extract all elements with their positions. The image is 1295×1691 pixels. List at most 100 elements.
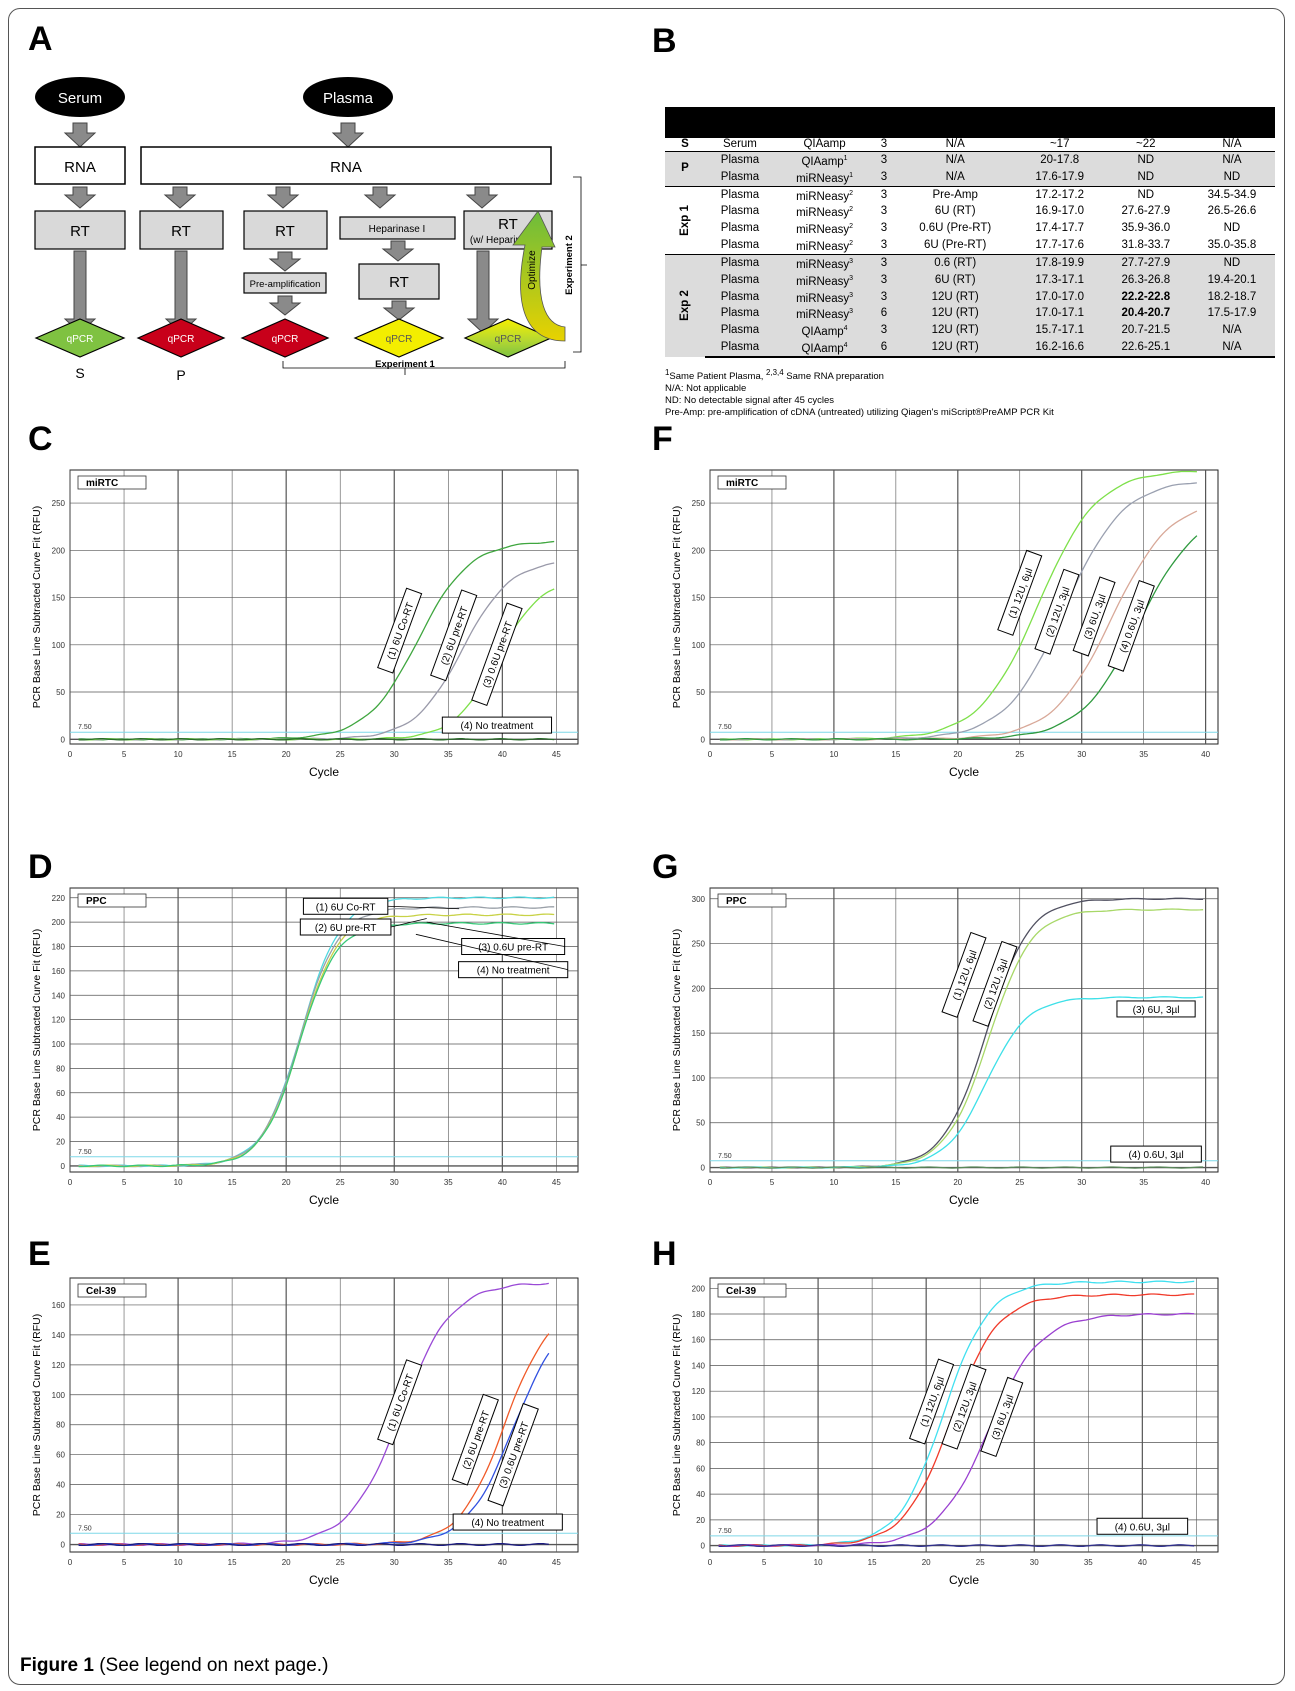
experiment1-bracket xyxy=(282,361,566,369)
rt-label-5: RT xyxy=(498,216,518,233)
table-row: Plasma miRNeasy1 3 N/A 17.6-17.9 ND ND xyxy=(665,168,1275,187)
chart-title-box xyxy=(77,1283,147,1298)
chart-title: PPC xyxy=(726,896,747,907)
arrow-group-low xyxy=(268,295,416,321)
x-tick-label: 10 xyxy=(829,1178,838,1187)
note-3: ND: No detectable signal after 45 cycles xyxy=(665,395,834,407)
table-cell: 22.6-25.1 xyxy=(1102,339,1189,358)
y-tick-label: 250 xyxy=(692,499,706,508)
table-cell: ND xyxy=(1188,253,1275,272)
table-cell: 20.4-20.7 xyxy=(1102,305,1189,323)
table-cell: N/A xyxy=(1188,339,1275,358)
optimize-arrow-icon xyxy=(512,210,566,342)
x-tick-label: 45 xyxy=(1192,1558,1201,1567)
table-cell: 26.5-26.6 xyxy=(1207,205,1257,218)
y-tick-label: 100 xyxy=(52,1391,66,1400)
x-tick-label: 10 xyxy=(814,1558,823,1567)
table-row: Plasma miRNeasy3 3 6U (RT) 17.3-17.1 26.3-26.… xyxy=(665,271,1275,289)
y-tick-label: 200 xyxy=(692,984,706,993)
x-tick-label: 10 xyxy=(174,750,183,759)
x-tick-label: 15 xyxy=(868,1558,877,1567)
y-tick-label: 150 xyxy=(692,1029,706,1038)
label-pointer xyxy=(415,933,568,971)
x-tick-label: 0 xyxy=(68,1558,73,1567)
x-tick-label: 10 xyxy=(174,1558,183,1567)
chart-title-box xyxy=(717,475,787,490)
table-cell: 31.8-33.7 xyxy=(1121,239,1171,252)
experiment2-bracket xyxy=(573,176,587,353)
down-arrow-icon xyxy=(363,186,397,209)
x-tick-label: 45 xyxy=(552,1558,561,1567)
x-tick-label: 25 xyxy=(336,750,345,759)
x-tick-label: 40 xyxy=(1138,1558,1147,1567)
serum-source: Serum xyxy=(35,77,125,117)
table-row: Plasma miRNeasy2 3 6U (Pre-RT) 17.7-17.6 31.8… xyxy=(665,237,1275,254)
plasma-source: Plasma xyxy=(303,77,393,117)
y-tick-label: 80 xyxy=(696,1439,705,1448)
y-tick-label: 100 xyxy=(692,641,706,650)
y-tick-label: 40 xyxy=(696,1490,705,1499)
table-cell: 3 xyxy=(874,137,894,152)
table-cell: 27.7-27.9 xyxy=(1102,253,1189,272)
chart-h-cel39: 0 5 10 15 20 25 30 35 40 45 0 20 40 60 80 100 120 140 160 1… xyxy=(668,1270,1228,1590)
y-tick-label: 0 xyxy=(61,1541,66,1550)
y-tick-label: 80 xyxy=(56,1421,65,1430)
x-axis-label: Cycle xyxy=(949,1193,979,1207)
arrow-group-top xyxy=(63,122,365,148)
series-line-3 xyxy=(78,1352,550,1547)
qpcr-label-1: qPCR xyxy=(67,334,94,345)
arrow-group-rna xyxy=(63,186,499,209)
y-axis-label: PCR Base Line Subtracted Curve Fit (RFU) xyxy=(671,929,683,1131)
chart-svg: 0 5 10 15 20 25 30 35 40 0 50 100 150 200 250 300 7.50 PP… xyxy=(671,887,1219,1207)
table-cell: miRNeasy3 xyxy=(774,253,875,272)
x-tick-label: 30 xyxy=(390,1558,399,1567)
y-tick-label: 50 xyxy=(696,1119,705,1128)
y-axis-label: PCR Base Line Subtracted Curve Fit (RFU) xyxy=(671,1314,683,1516)
x-tick-label: 5 xyxy=(770,750,775,759)
table-row: Exp 1 Plasma miRNeasy2 3 Pre-Amp 17.2-17.2 ND 3… xyxy=(665,185,1275,255)
y-tick-label: 140 xyxy=(52,1331,66,1340)
down-arrow-icon xyxy=(266,186,300,209)
table-cell: 35.0-35.8 xyxy=(1207,239,1257,252)
table-cell: 6 xyxy=(874,339,894,358)
table-cell: Plasma xyxy=(705,288,775,306)
rt-label-3: RT xyxy=(275,223,295,240)
table-cell: 3 xyxy=(880,222,888,235)
chart-title: miRTC xyxy=(726,478,758,489)
table-cell: 15.7-17.1 xyxy=(1016,322,1103,340)
table-cell: Pre-Amp xyxy=(893,185,1017,204)
series-line-4 xyxy=(78,921,555,1168)
table-cell: 35.9-36.0 xyxy=(1121,222,1171,235)
y-tick-label: 180 xyxy=(52,943,66,952)
table-cell: 0.6 (RT) xyxy=(893,253,1017,272)
series-label-4: (4) No treatment xyxy=(441,716,553,734)
series-label-1: (1) 6U Co-RT xyxy=(377,587,423,674)
x-tick-label: 35 xyxy=(444,1558,453,1567)
chart-svg: 0 5 10 15 20 25 30 35 40 45 0 20 40 60 80 100 120 140 160 1… xyxy=(31,887,579,1207)
y-tick-label: 100 xyxy=(52,641,66,650)
series-line-2 xyxy=(78,906,555,1168)
x-tick-label: 20 xyxy=(953,1178,962,1187)
table-cell: Plasma xyxy=(705,339,775,358)
table-cell: Plasma xyxy=(720,239,760,252)
table-cell: ~22 xyxy=(1102,137,1189,152)
panel-label-g: G xyxy=(652,848,679,886)
x-tick-label: 10 xyxy=(829,750,838,759)
series-label-text: (4) 0.6U, 3µl xyxy=(1128,1150,1183,1161)
x-tick-label: 20 xyxy=(282,750,291,759)
optimize-label: Optimize xyxy=(527,250,538,290)
chart-title-box xyxy=(77,475,147,490)
row-group-label: P xyxy=(665,151,705,187)
down-arrow-icon xyxy=(63,186,97,209)
table-cell: 6U (RT) xyxy=(934,205,976,218)
chart-title: Cel-39 xyxy=(726,1286,756,1297)
x-axis-label: Cycle xyxy=(309,765,339,779)
x-tick-label: 5 xyxy=(122,1178,127,1187)
x-tick-label: 25 xyxy=(1015,1178,1024,1187)
threshold-label: 7.50 xyxy=(718,724,732,731)
x-tick-label: 10 xyxy=(174,1178,183,1187)
table-cell: ND xyxy=(1188,168,1275,187)
table-cell: N/A xyxy=(893,150,1017,169)
series-label-text: (4) No treatment xyxy=(461,721,534,732)
y-tick-label: 0 xyxy=(61,735,66,744)
